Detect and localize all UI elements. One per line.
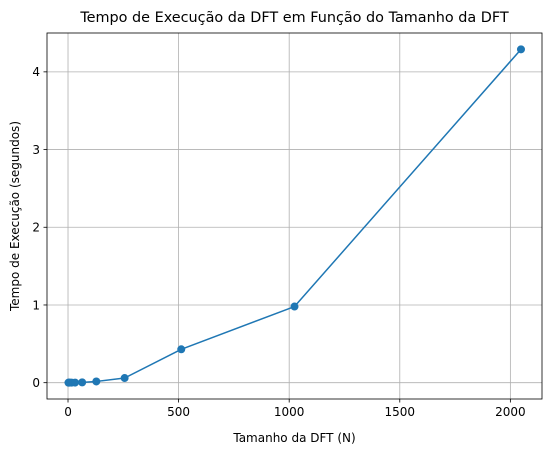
- x-tick-label: 1000: [274, 405, 305, 419]
- grid-layer: [47, 33, 542, 399]
- ticks-layer: 0 500 1000 1500 2000 0 1 2 3 4: [32, 65, 525, 419]
- x-tick-label: 500: [167, 405, 190, 419]
- y-tick-label: 0: [32, 376, 40, 390]
- data-point: [78, 378, 87, 387]
- y-axis-label: Tempo de Execução (segundos): [8, 121, 22, 312]
- data-point: [71, 378, 80, 387]
- data-point: [290, 302, 299, 311]
- data-point: [120, 374, 129, 383]
- series-layer: [64, 45, 525, 387]
- chart-title: Tempo de Execução da DFT em Função do Ta…: [79, 10, 509, 26]
- y-tick-label: 4: [32, 65, 40, 79]
- x-axis-label: Tamanho da DFT (N): [232, 431, 355, 445]
- data-point: [177, 345, 186, 354]
- y-tick-label: 3: [32, 143, 40, 157]
- x-tick-label: 1500: [385, 405, 416, 419]
- y-tick-label: 2: [32, 221, 40, 235]
- x-tick-label: 2000: [495, 405, 526, 419]
- x-tick-label: 0: [64, 405, 72, 419]
- plot-area-frame: [46, 32, 543, 400]
- data-point: [516, 45, 525, 54]
- data-point: [92, 377, 101, 386]
- y-tick-label: 1: [32, 298, 40, 312]
